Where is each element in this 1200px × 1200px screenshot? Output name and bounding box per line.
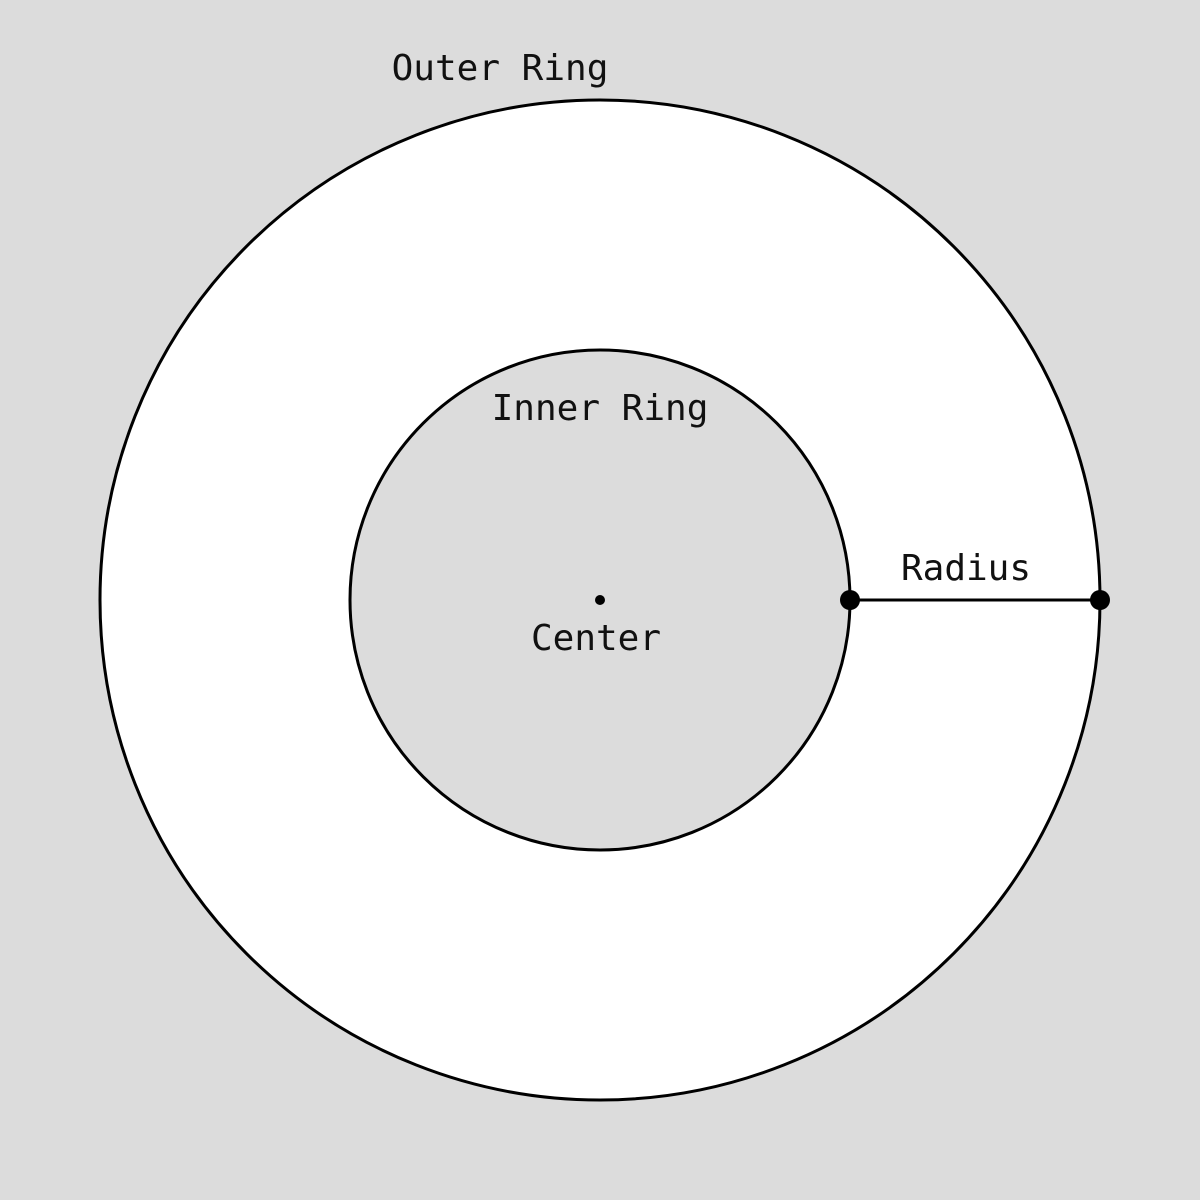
outer-ring-label: Outer Ring [392, 48, 609, 89]
center-label: Center [531, 618, 661, 659]
center-point [595, 595, 605, 605]
inner-ring-label: Inner Ring [492, 388, 709, 429]
radius-end-point [1090, 590, 1110, 610]
radius-start-point [840, 590, 860, 610]
radius-label: Radius [901, 548, 1031, 589]
